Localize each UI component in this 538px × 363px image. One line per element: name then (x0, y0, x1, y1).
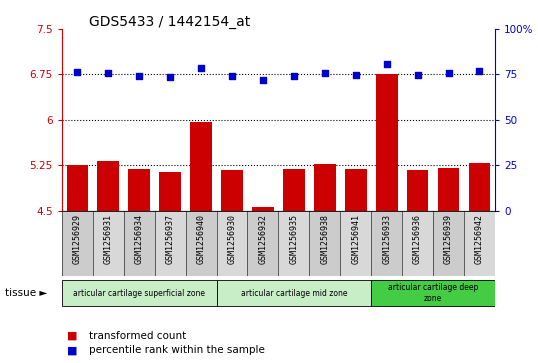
Bar (124, 211, 155, 276)
Text: GSM1256936: GSM1256936 (413, 214, 422, 264)
Bar (129, 170, 150, 211)
Point (289, 73, 298, 78)
Text: GSM1256939: GSM1256939 (444, 214, 453, 264)
Bar (247, 211, 279, 276)
Text: GSM1256942: GSM1256942 (475, 214, 484, 264)
FancyBboxPatch shape (62, 280, 216, 306)
Bar (216, 29, 247, 211)
Bar (376, 74, 398, 211)
Bar (407, 170, 428, 211)
Bar (438, 168, 459, 211)
Text: GSM1256930: GSM1256930 (228, 214, 237, 264)
Point (135, 73, 144, 79)
Bar (340, 211, 371, 276)
Text: GSM1256933: GSM1256933 (382, 214, 391, 264)
Point (259, 77, 267, 83)
Bar (252, 207, 274, 211)
Bar (464, 29, 495, 211)
Bar (402, 211, 433, 276)
Text: GSM1256938: GSM1256938 (320, 214, 329, 264)
Text: articular cartilage mid zone: articular cartilage mid zone (240, 289, 347, 298)
Text: articular cartilage deep
zone: articular cartilage deep zone (388, 284, 478, 303)
Point (197, 65, 206, 71)
Text: tissue ►: tissue ► (5, 288, 48, 298)
Text: GSM1256931: GSM1256931 (104, 214, 113, 264)
Bar (186, 211, 216, 276)
Point (444, 70, 453, 76)
Bar (67, 165, 88, 211)
Bar (216, 211, 247, 276)
Bar (62, 211, 93, 276)
Bar (402, 29, 433, 211)
Point (228, 73, 236, 78)
Point (475, 69, 484, 74)
Text: GSM1256940: GSM1256940 (196, 214, 206, 264)
Bar (93, 29, 124, 211)
Bar (221, 170, 243, 211)
Bar (159, 172, 181, 211)
Bar (371, 29, 402, 211)
Bar (155, 29, 186, 211)
Bar (279, 29, 309, 211)
Bar (340, 29, 371, 211)
Text: GDS5433 / 1442154_at: GDS5433 / 1442154_at (89, 15, 250, 29)
Text: GSM1256934: GSM1256934 (134, 214, 144, 264)
Text: percentile rank within the sample: percentile rank within the sample (89, 345, 265, 355)
Bar (433, 29, 464, 211)
Bar (283, 170, 305, 211)
Text: GSM1256937: GSM1256937 (166, 214, 175, 264)
Bar (469, 163, 490, 211)
Bar (155, 211, 186, 276)
Bar (62, 29, 93, 211)
Bar (97, 161, 119, 211)
Bar (247, 29, 279, 211)
Text: GSM1256941: GSM1256941 (351, 214, 360, 264)
Point (166, 74, 174, 80)
FancyBboxPatch shape (216, 280, 371, 306)
Bar (309, 211, 341, 276)
Bar (371, 211, 402, 276)
Text: ■: ■ (67, 331, 78, 341)
Text: GSM1256929: GSM1256929 (73, 214, 82, 264)
Text: GSM1256935: GSM1256935 (289, 214, 299, 264)
FancyBboxPatch shape (371, 280, 495, 306)
Point (321, 70, 329, 76)
Text: transformed count: transformed count (89, 331, 186, 341)
Text: articular cartilage superficial zone: articular cartilage superficial zone (73, 289, 205, 298)
Bar (93, 211, 124, 276)
Point (73, 69, 82, 75)
Bar (433, 211, 464, 276)
Bar (124, 29, 155, 211)
Point (413, 72, 422, 78)
Bar (309, 29, 341, 211)
Bar (345, 169, 366, 211)
Text: ■: ■ (67, 345, 78, 355)
Point (104, 70, 112, 76)
Text: GSM1256932: GSM1256932 (258, 214, 267, 264)
Point (383, 61, 391, 66)
Bar (314, 164, 336, 211)
Point (351, 72, 360, 78)
Bar (190, 122, 212, 211)
Bar (464, 211, 495, 276)
Bar (186, 29, 216, 211)
Bar (279, 211, 309, 276)
